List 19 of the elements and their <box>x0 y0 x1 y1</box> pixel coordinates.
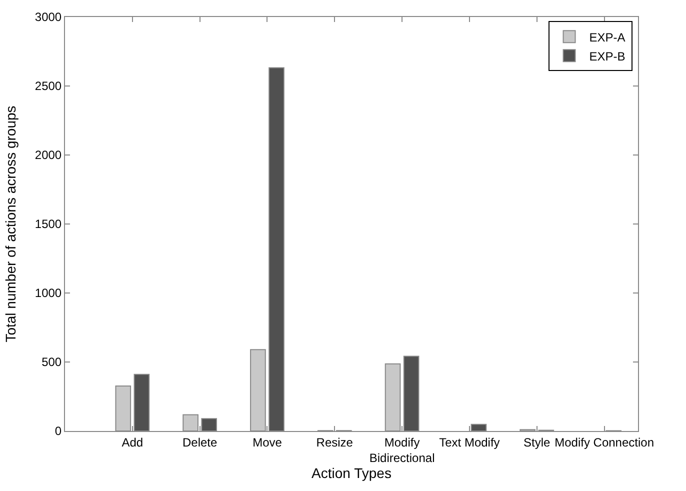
x-tick-label: Move <box>252 435 282 450</box>
x-tick-label: Text Modify <box>439 435 500 450</box>
y-tick-label: 3000 <box>34 10 62 24</box>
y-tick-label: 2500 <box>34 79 62 94</box>
legend-label: EXP-A <box>589 30 626 44</box>
y-tick-label: 0 <box>54 424 62 438</box>
legend-label: EXP-B <box>589 49 626 64</box>
x-tick-label: Add <box>122 435 144 450</box>
y-axis-title: Total number of actions across groups <box>2 106 18 342</box>
x-axis-title: Action Types <box>312 465 392 481</box>
y-tick-label: 1500 <box>34 217 62 232</box>
y-tick-label: 500 <box>42 355 62 370</box>
x-tick-label: Resize <box>316 435 354 450</box>
x-tick-label: Style <box>524 435 551 450</box>
x-tick-label: Modify Bidirectional <box>369 435 435 465</box>
x-tick-label: Delete <box>182 435 218 450</box>
y-tick-label: 2000 <box>34 148 62 162</box>
x-tick-label: Modify Connection <box>554 435 654 450</box>
y-tick-label: 1000 <box>34 286 62 300</box>
